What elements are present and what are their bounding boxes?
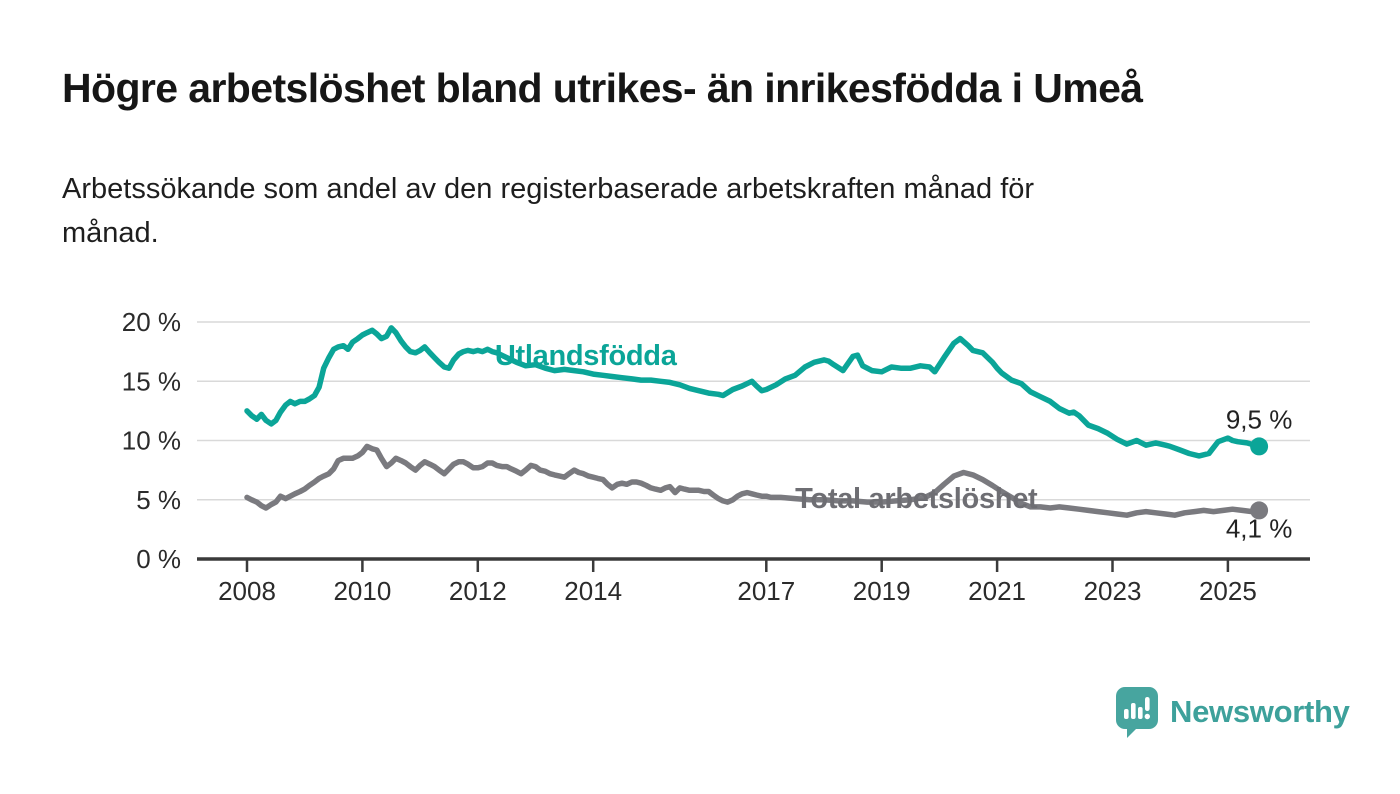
series-label-1: Total arbetslöshet	[795, 483, 1038, 515]
chart-title: Högre arbetslöshet bland utrikes- än inr…	[62, 65, 1143, 111]
x-tick-label: 2025	[1199, 576, 1257, 606]
y-tick-label: 5 %	[136, 485, 181, 515]
chart-subtitle: Arbetssökande som andel av den registerb…	[62, 167, 1302, 255]
chart-subtitle-line-1: Arbetssökande som andel av den registerb…	[62, 173, 1035, 205]
x-tick-label: 2017	[737, 576, 795, 606]
exclamation-bar	[1145, 697, 1150, 711]
series-end-dot-1	[1250, 501, 1269, 520]
x-tick-label: 2008	[218, 576, 276, 606]
x-tick-label: 2019	[853, 576, 911, 606]
newsworthy-wordmark: Newsworthy	[1170, 694, 1350, 729]
newsworthy-branding: Newsworthy	[1113, 686, 1350, 738]
series-end-value-1: 4,1 %	[1226, 513, 1293, 543]
x-tick-label: 2014	[564, 576, 622, 606]
bar-3	[1138, 707, 1143, 719]
series-line-0	[244, 325, 1262, 459]
series-end-value-0: 9,5 %	[1226, 404, 1293, 434]
newsworthy-logo-icon	[1116, 687, 1158, 738]
exclamation-dot	[1144, 713, 1150, 720]
x-tick-label: 2023	[1084, 576, 1142, 606]
chart-subtitle-line-2: månad.	[62, 217, 159, 249]
bar-2	[1131, 703, 1136, 719]
y-tick-label: 10 %	[122, 426, 181, 456]
x-tick-label: 2012	[449, 576, 507, 606]
bar-1	[1124, 709, 1129, 719]
x-tick-label: 2010	[333, 576, 391, 606]
series-label-0: Utlandsfödda	[495, 340, 678, 372]
x-tick-label: 2021	[968, 576, 1026, 606]
y-tick-label: 0 %	[136, 544, 181, 574]
y-tick-label: 20 %	[122, 307, 181, 337]
series-line-1	[244, 443, 1262, 518]
speech-bubble-shape	[1116, 687, 1158, 738]
series-end-dot-0	[1250, 437, 1269, 456]
y-tick-label: 15 %	[122, 366, 181, 396]
